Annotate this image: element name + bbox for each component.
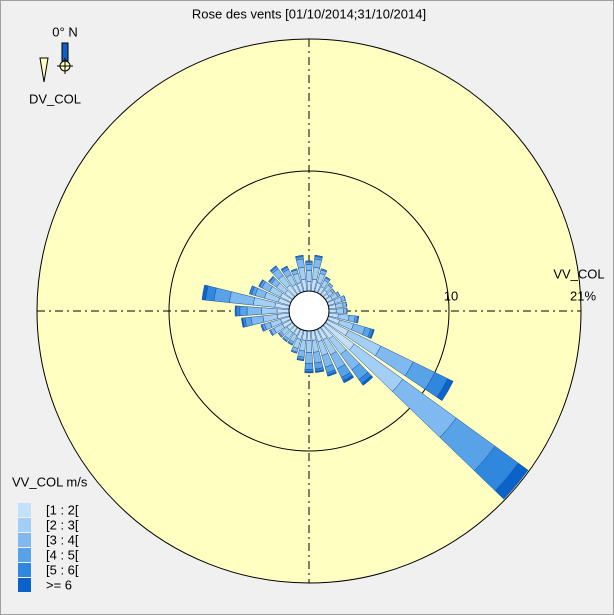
rose-segment: [321, 268, 327, 272]
legend-swatch: [18, 578, 31, 592]
center-hole: [288, 290, 330, 332]
legend-swatch: [18, 563, 31, 577]
rose-segment: [305, 340, 313, 353]
rose-segment: [305, 264, 313, 271]
rose-segment: [436, 378, 454, 402]
legend-swatch: [18, 533, 31, 547]
rose-segment: [291, 350, 297, 354]
legend-label: [1 : 2[: [46, 502, 79, 517]
rose-segment: [305, 352, 313, 364]
rose-segment: [276, 308, 290, 314]
rose-segment: [295, 255, 304, 257]
rose-segment: [325, 276, 331, 280]
r-tick-label: 21%: [570, 288, 596, 303]
legend-swatch: [18, 503, 31, 517]
rose-segment: [261, 307, 278, 315]
rose-segment: [260, 324, 264, 332]
r-tick-label: 10: [444, 288, 458, 303]
legend-label: >= 6: [46, 577, 72, 592]
legend-label: [2 : 3[: [46, 517, 79, 532]
direction-label: DV_COL: [29, 91, 81, 106]
rose-segment: [304, 371, 314, 374]
rose-segment: [305, 270, 313, 282]
rose-segment: [201, 284, 209, 301]
compass-icon: [39, 42, 73, 83]
radial-label: VV_COL: [553, 266, 604, 281]
rose-segment: [239, 305, 248, 317]
rose-segment: [282, 338, 287, 342]
rose-segment: [306, 281, 312, 292]
rose-segment: [234, 305, 237, 317]
rose-segment: [343, 308, 348, 314]
rose-segment: [361, 375, 374, 386]
legend-swatch: [18, 518, 31, 532]
rose-segment: [296, 359, 304, 361]
rose-segment: [287, 342, 293, 346]
rose-segment: [280, 265, 288, 270]
legend-label: [5 : 6[: [46, 562, 79, 577]
chart-title: Rose des vents [01/10/2014;31/10/2014]: [192, 6, 426, 21]
rose-segment: [342, 374, 355, 384]
rose-segment: [369, 329, 375, 339]
legend-title: VV_COL m/s: [12, 474, 88, 489]
rose-segment: [335, 308, 344, 314]
rose-segment: [235, 305, 241, 317]
legend-label: [3 : 4[: [46, 532, 79, 547]
legend-swatch: [18, 548, 31, 562]
rose-segment: [305, 261, 313, 265]
rose-segment: [306, 330, 312, 341]
rose-segment: [304, 368, 314, 373]
north-label: 0° N: [52, 24, 77, 39]
rose-segment: [241, 317, 245, 328]
rose-segment: [494, 462, 529, 500]
rose-segment: [328, 308, 337, 314]
rose-segment: [357, 316, 359, 324]
rose-segment: [315, 369, 325, 373]
rose-segment: [327, 371, 337, 377]
rose-segment: [304, 363, 314, 370]
legend-label: [4 : 5[: [46, 547, 79, 562]
rose-segment: [246, 306, 262, 316]
